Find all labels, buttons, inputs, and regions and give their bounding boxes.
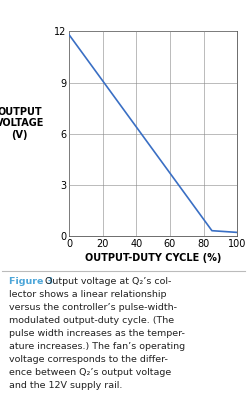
Text: ence between Q₂’s output voltage: ence between Q₂’s output voltage — [9, 368, 171, 377]
Text: and the 12V supply rail.: and the 12V supply rail. — [9, 381, 122, 390]
Text: Figure 3: Figure 3 — [9, 277, 53, 286]
Text: voltage corresponds to the differ-: voltage corresponds to the differ- — [9, 355, 167, 364]
Text: lector shows a linear relationship: lector shows a linear relationship — [9, 290, 166, 299]
Text: ature increases.) The fan’s operating: ature increases.) The fan’s operating — [9, 342, 185, 351]
Text: OUTPUT
VOLTAGE
(V): OUTPUT VOLTAGE (V) — [0, 107, 44, 140]
Text: versus the controller’s pulse-width-: versus the controller’s pulse-width- — [9, 303, 177, 312]
X-axis label: OUTPUT-DUTY CYCLE (%): OUTPUT-DUTY CYCLE (%) — [85, 253, 221, 263]
Text: pulse width increases as the temper-: pulse width increases as the temper- — [9, 329, 185, 338]
Text: modulated output-duty cycle. (The: modulated output-duty cycle. (The — [9, 316, 174, 325]
Text: Output voltage at Q₂’s col-: Output voltage at Q₂’s col- — [42, 277, 171, 286]
